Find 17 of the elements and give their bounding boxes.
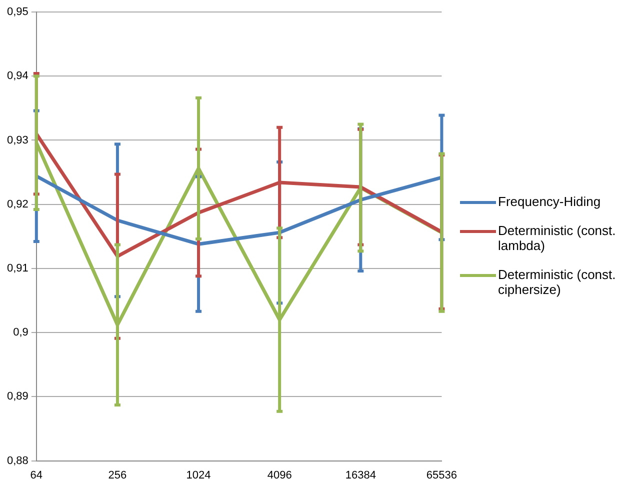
y-tick-label: 0,9 [13,326,28,339]
legend-label: Deterministic (const. ciphersize) [498,267,617,297]
y-tick-label: 0,91 [6,262,28,274]
y-tick-label: 0,88 [6,454,28,467]
legend-label: Deterministic (const. lambda) [498,223,617,253]
x-tick-label: 256 [108,469,127,482]
x-tick-label: 1024 [186,469,211,482]
y-tick-label: 0,92 [6,198,28,210]
x-tick-label: 64 [30,469,43,482]
x-tick-label: 65536 [426,469,458,482]
y-tick-label: 0,93 [6,134,28,146]
x-tick-label: 4096 [267,469,292,482]
y-tick-label: 0,94 [6,70,28,82]
legend-label: Frequency-Hiding [498,194,601,209]
x-tick-label: 16384 [345,469,376,482]
y-tick-label: 0,95 [6,6,28,18]
y-tick-label: 0,89 [6,390,28,403]
